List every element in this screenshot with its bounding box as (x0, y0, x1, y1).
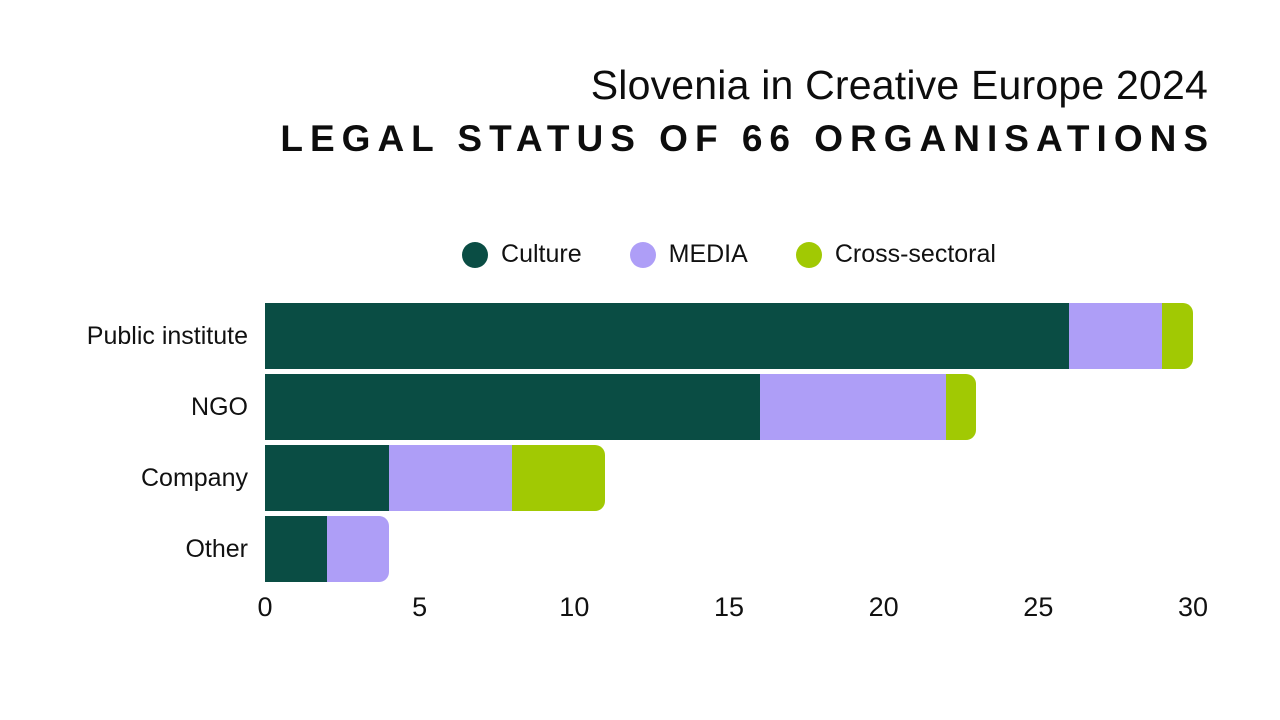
category-label: Company (141, 463, 248, 492)
chart-subtitle: LEGAL STATUS OF 66 ORGANISATIONS (280, 118, 1215, 160)
legend-swatch-icon (629, 241, 656, 268)
x-tick-label: 30 (1177, 592, 1209, 622)
x-tick-label: 20 (868, 592, 899, 622)
category-label: Public institute (86, 321, 248, 350)
bar-segment-culture (265, 445, 389, 511)
bar-segment-culture (265, 303, 1070, 369)
bar-row: Public institute (0, 303, 1280, 369)
legend-label: Culture (501, 240, 582, 268)
bar-segment-media (326, 516, 389, 582)
x-tick-label: 5 (412, 592, 428, 622)
legend-label: MEDIA (668, 240, 748, 268)
bar-track (265, 445, 1193, 511)
bar-row: NGO (0, 374, 1280, 440)
bar-segment-cross-sectoral (512, 445, 606, 511)
category-label: NGO (191, 392, 248, 421)
chart-title: Slovenia in Creative Europe 2024 (590, 62, 1208, 108)
bar-segment-culture (265, 516, 327, 582)
bar-row: Other (0, 516, 1280, 582)
x-tick-label: 0 (257, 592, 273, 622)
bar-segment-media (388, 445, 513, 511)
bar-track (265, 516, 1193, 582)
x-tick-label: 25 (1023, 592, 1054, 622)
bar-segment-culture (265, 374, 760, 440)
category-label: Other (185, 534, 248, 563)
x-tick-label: 15 (713, 592, 745, 622)
x-tick-label: 10 (559, 592, 590, 622)
legend-swatch-icon (462, 241, 489, 268)
legend-swatch-icon (795, 241, 822, 268)
bar-track (265, 303, 1193, 369)
bar-segment-cross-sectoral (945, 374, 977, 440)
bar-track (265, 374, 1193, 440)
bar-plot: Public institute NGO Company Other (0, 303, 1280, 582)
legend-item-media: MEDIA (629, 240, 748, 269)
chart-header: Slovenia in Creative Europe 2024 LEGAL S… (280, 62, 1208, 160)
bar-segment-media (1069, 303, 1163, 369)
bar-segment-cross-sectoral (1162, 303, 1193, 369)
bar-segment-media (759, 374, 946, 440)
legend-item-cross-sectoral: Cross-sectoral (795, 240, 996, 269)
legend-item-culture: Culture (462, 240, 582, 269)
legend-label: Cross-sectoral (834, 240, 996, 268)
chart-legend: Culture MEDIA Cross-sectoral (265, 240, 1193, 269)
x-axis: 0 5 10 15 20 25 30 (257, 592, 1208, 626)
bar-row: Company (0, 445, 1280, 511)
